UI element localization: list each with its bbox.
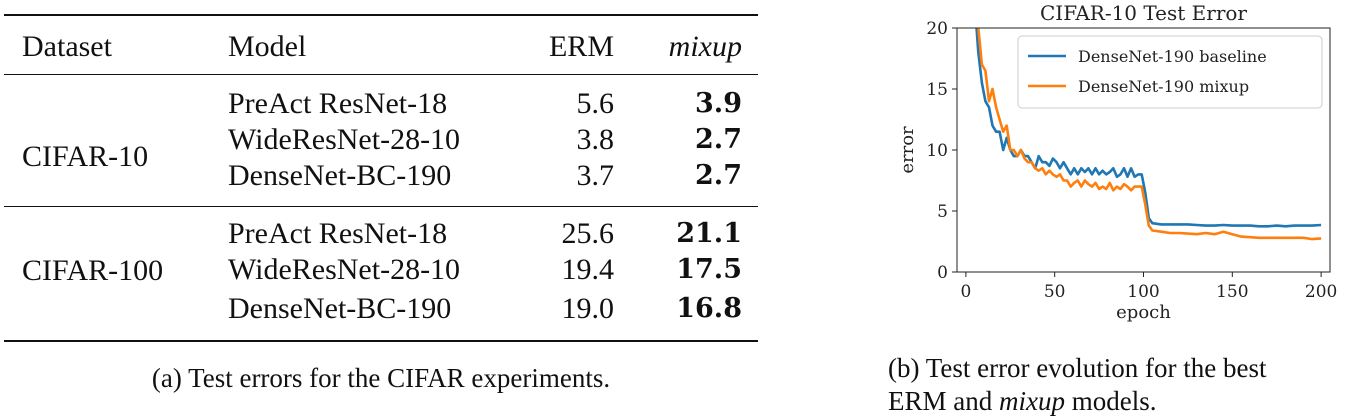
legend-box — [1017, 35, 1323, 109]
y-tick-label: 5 — [937, 202, 948, 222]
table-bottom-rule — [4, 340, 758, 342]
legend-label: DenseNet-190 mixup — [1078, 77, 1249, 96]
test-error-figure: 0 50 100 150 200 0 5 10 15 20 CIFAR-10 Test Error e… — [880, 0, 1345, 340]
y-tick-label: 0 — [937, 263, 948, 283]
y-tick-label: 15 — [926, 80, 948, 100]
dataset-cifar100: CIFAR-100 — [22, 254, 164, 287]
figure-caption-pre: ERM and — [888, 386, 999, 416]
y-tick-label: 10 — [926, 141, 948, 161]
table-row-model: WideResNet-28-10 — [228, 123, 461, 156]
table-row-erm: 3.8 — [576, 123, 615, 156]
table-row-model: DenseNet-BC-190 — [228, 159, 452, 192]
series-line-mixup — [976, 28, 1322, 241]
header-dataset: Dataset — [22, 30, 112, 63]
dataset-cifar10: CIFAR-10 — [22, 140, 149, 173]
table-row-model: PreAct ResNet-18 — [228, 87, 448, 120]
test-error-chart: 0 50 100 150 200 0 5 10 15 20 CIFAR-10 Test Error e… — [897, 1, 1337, 323]
figure-caption-line1: (b) Test error evolution for the best — [888, 353, 1267, 383]
table-group-rule — [4, 206, 758, 207]
chart-title: CIFAR-10 Test Error — [1040, 1, 1247, 25]
x-tick-label: 200 — [1305, 282, 1337, 302]
table-row-mixup: 3.9 — [695, 88, 742, 119]
table-row-model: DenseNet-BC-190 — [228, 292, 452, 325]
figure-caption-em: mixup — [999, 386, 1065, 416]
figure-caption: (b) Test error evolution for the best ER… — [888, 352, 1345, 418]
table-row-mixup: 2.7 — [695, 124, 742, 155]
header-mixup: mixup — [668, 30, 742, 63]
series-line-baseline — [975, 28, 1322, 228]
table-row-mixup: 17.5 — [676, 254, 742, 285]
table-row-erm: 5.6 — [576, 87, 615, 120]
x-tick-label: 100 — [1127, 282, 1159, 302]
header-erm: ERM — [548, 30, 614, 63]
table-row-erm: 19.4 — [561, 253, 615, 286]
table-top-rule — [4, 14, 758, 16]
figure-caption-line2: ERM and mixup models. — [888, 385, 1345, 418]
legend-label: DenseNet-190 baseline — [1078, 47, 1267, 66]
table-row-erm: 3.7 — [576, 159, 615, 192]
x-tick-label: 0 — [960, 282, 971, 302]
y-tick-label: 20 — [926, 19, 948, 39]
figure-caption-post: models. — [1064, 386, 1157, 416]
table-row-model: WideResNet-28-10 — [228, 253, 461, 286]
table-row-mixup: 2.7 — [695, 160, 742, 191]
table-row-mixup: 21.1 — [676, 218, 742, 249]
table-row-erm: 19.0 — [561, 292, 615, 325]
header-model: Model — [228, 30, 307, 63]
table-row-mixup: 16.8 — [676, 293, 742, 324]
x-tick-label: 50 — [1044, 282, 1066, 302]
y-axis-label: error — [897, 126, 918, 174]
table-row-erm: 25.6 — [561, 217, 615, 250]
table-row-model: PreAct ResNet-18 — [228, 217, 448, 250]
x-axis-label: epoch — [1116, 302, 1171, 323]
table-caption: (a) Test errors for the CIFAR experiment… — [151, 363, 611, 393]
x-tick-label: 150 — [1216, 282, 1248, 302]
table-header-rule — [4, 74, 758, 75]
